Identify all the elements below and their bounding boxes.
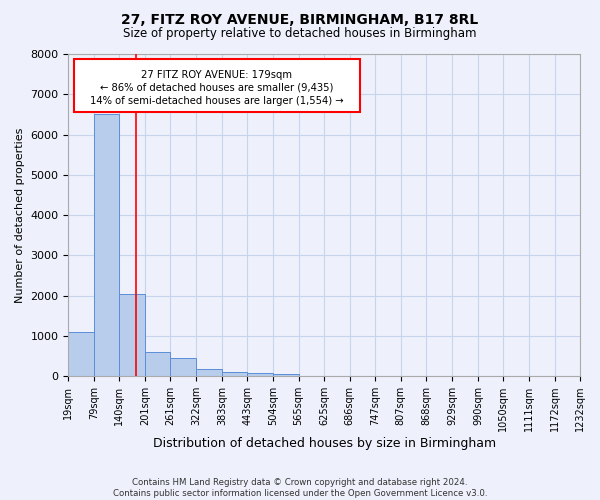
Bar: [222, 372, 247, 376]
Bar: [145, 352, 170, 376]
Text: Size of property relative to detached houses in Birmingham: Size of property relative to detached ho…: [123, 28, 477, 40]
Bar: [94, 114, 119, 376]
X-axis label: Distribution of detached houses by size in Birmingham: Distribution of detached houses by size …: [152, 437, 496, 450]
Y-axis label: Number of detached properties: Number of detached properties: [15, 128, 25, 303]
Bar: [273, 374, 299, 376]
Text: Contains HM Land Registry data © Crown copyright and database right 2024.
Contai: Contains HM Land Registry data © Crown c…: [113, 478, 487, 498]
Bar: [196, 369, 222, 376]
Bar: [247, 374, 273, 376]
Text: 14% of semi-detached houses are larger (1,554) →: 14% of semi-detached houses are larger (…: [90, 96, 344, 106]
Bar: [119, 294, 145, 376]
Bar: [68, 332, 94, 376]
Text: 27, FITZ ROY AVENUE, BIRMINGHAM, B17 8RL: 27, FITZ ROY AVENUE, BIRMINGHAM, B17 8RL: [121, 12, 479, 26]
Text: ← 86% of detached houses are smaller (9,435): ← 86% of detached houses are smaller (9,…: [100, 83, 334, 93]
Text: 27 FITZ ROY AVENUE: 179sqm: 27 FITZ ROY AVENUE: 179sqm: [141, 70, 292, 80]
FancyBboxPatch shape: [74, 59, 360, 112]
Bar: [170, 358, 196, 376]
